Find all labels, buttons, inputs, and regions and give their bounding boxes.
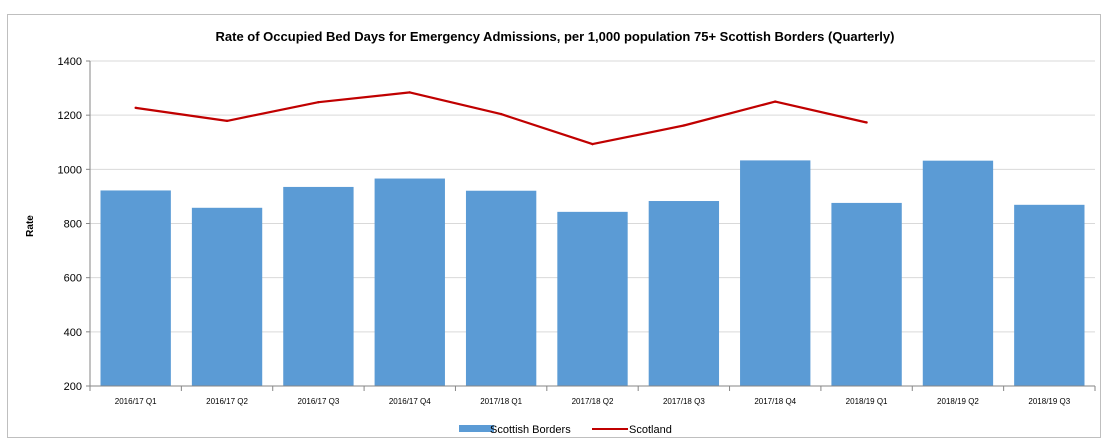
x-tick-label: 2016/17 Q1 — [115, 397, 157, 406]
y-tick-label: 1000 — [58, 164, 82, 176]
legend-swatch-scottish-borders — [459, 425, 494, 432]
line-layer — [134, 91, 868, 146]
point-scotland — [408, 91, 411, 94]
bar-scottish-borders — [648, 201, 720, 386]
bar-scottish-borders — [100, 190, 171, 386]
point-scotland — [225, 119, 229, 123]
y-axis-label: Rate — [25, 215, 36, 237]
legend-label-scotland: Scotland — [629, 424, 672, 436]
y-tick-label: 600 — [64, 273, 82, 285]
bar-scottish-borders — [1014, 204, 1085, 386]
x-tick-label: 2018/19 Q3 — [1028, 397, 1070, 406]
x-tick-label: 2017/18 Q1 — [480, 397, 522, 406]
point-scotland — [865, 121, 868, 124]
x-tick-label: 2016/17 Q2 — [206, 397, 248, 406]
x-tick-label: 2018/19 Q2 — [937, 397, 979, 406]
chart-title: Rate of Occupied Bed Days for Emergency … — [216, 29, 895, 44]
x-tick-label: 2016/17 Q4 — [389, 397, 431, 406]
chart-frame: Rate of Occupied Bed Days for Emergency … — [7, 14, 1101, 438]
point-scotland — [591, 142, 594, 146]
y-tick-label: 800 — [64, 219, 82, 231]
y-tick-label: 400 — [64, 327, 82, 339]
x-tick-label: 2017/18 Q3 — [663, 397, 705, 406]
point-scotland — [774, 100, 777, 103]
bar-scottish-borders — [740, 160, 811, 386]
bar-scottish-borders — [557, 211, 628, 386]
legend: Scottish Borders Scotland — [459, 424, 672, 436]
bar-scottish-borders — [922, 160, 994, 386]
axis-layer: 200 400 600 800 1000 1200 1400 2016/17 Q1 2016/1… — [58, 56, 1096, 406]
legend-label-scottish-borders: Scottish Borders — [490, 424, 571, 436]
y-tick-label: 1400 — [58, 56, 82, 68]
bar-scottish-borders — [831, 202, 902, 386]
x-tick-label: 2016/17 Q3 — [298, 397, 340, 406]
point-scotland — [134, 106, 137, 110]
y-tick-label: 1200 — [58, 110, 82, 122]
bar-scottish-borders — [374, 178, 445, 386]
x-tick-label: 2017/18 Q4 — [754, 397, 796, 406]
chart-svg: Rate of Occupied Bed Days for Emergency … — [25, 29, 1096, 436]
line-scotland — [135, 91, 867, 146]
point-scotland — [682, 124, 686, 127]
point-scotland — [317, 100, 320, 104]
bar-layer — [100, 160, 1085, 386]
bar-scottish-borders — [191, 207, 263, 386]
bar-scottish-borders — [283, 186, 354, 386]
x-tick-label: 2018/19 Q1 — [846, 397, 888, 406]
bar-scottish-borders — [465, 190, 537, 386]
x-tick-label: 2017/18 Q2 — [572, 397, 614, 406]
y-tick-label: 200 — [64, 381, 82, 393]
point-scotland — [499, 112, 503, 116]
